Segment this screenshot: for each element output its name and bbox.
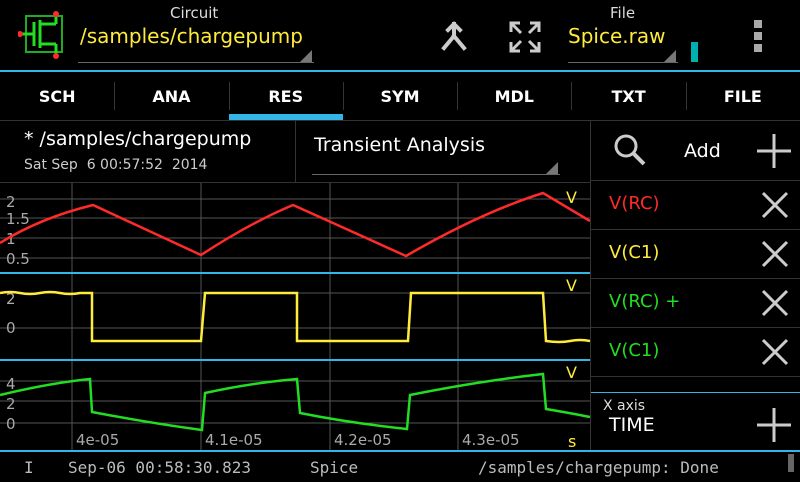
- tab-mdl[interactable]: MDL: [457, 72, 571, 120]
- signal-label: V(C1): [609, 242, 660, 263]
- dropdown-arrow-icon: [664, 50, 676, 62]
- y-tick-label: 2: [6, 290, 16, 308]
- y-unit-label: V: [566, 188, 577, 207]
- y-tick-label: 0: [6, 319, 16, 337]
- dropdown-arrow-icon: [300, 50, 312, 62]
- top-bar: Circuit /samples/chargepump File Spice.r…: [0, 0, 800, 72]
- signal-label: V(RC): [609, 193, 660, 214]
- add-label: Add: [684, 140, 721, 162]
- tab-label: RES: [268, 86, 304, 106]
- x-unit-label: s: [568, 432, 576, 450]
- status-level: I: [24, 458, 34, 477]
- tab-ana[interactable]: ANA: [114, 72, 228, 120]
- remove-signal-icon[interactable]: [761, 240, 789, 268]
- signal-item[interactable]: V(RC): [591, 181, 800, 230]
- signal-label: V(C1): [609, 340, 660, 361]
- y-tick-label: 0: [6, 415, 16, 433]
- status-timestamp: Sep-06 00:58:30.823: [68, 458, 252, 477]
- result-title: * /samples/chargepump: [24, 128, 252, 150]
- status-bar: I Sep-06 00:58:30.823 Spice /samples/cha…: [0, 450, 800, 482]
- y-unit-label: V: [566, 363, 577, 382]
- x-tick-label: 4e-05: [76, 431, 119, 449]
- xaxis-value: TIME: [609, 414, 655, 436]
- y-tick-label: 4: [6, 375, 16, 393]
- tab-res[interactable]: RES: [228, 72, 344, 120]
- tab-file[interactable]: FILE: [685, 72, 800, 120]
- scrollbar[interactable]: [788, 454, 794, 472]
- xaxis-label: X axis: [603, 398, 646, 414]
- analysis-selector[interactable]: Transient Analysis: [312, 130, 562, 176]
- signal-item[interactable]: V(C1): [591, 230, 800, 279]
- y-tick-label: 2: [6, 395, 16, 413]
- tab-label: SCH: [38, 86, 76, 106]
- signals-toolbar: Add: [591, 120, 800, 181]
- dropdown-arrow-icon: [546, 162, 558, 174]
- tab-label: ANA: [152, 86, 191, 106]
- merge-icon[interactable]: [438, 20, 470, 52]
- tab-sch[interactable]: SCH: [0, 72, 114, 120]
- trace-v-c1: [0, 290, 590, 344]
- waveform-plots[interactable]: 2 1.5 1 0.5 2 0 4 2 0 4e-05 4.1e-05 4.2e…: [0, 183, 590, 450]
- file-selector[interactable]: Spice.raw: [568, 22, 682, 64]
- circuit-logo-icon[interactable]: [18, 10, 70, 60]
- overflow-menu-icon[interactable]: [748, 18, 768, 54]
- tab-txt[interactable]: TXT: [571, 72, 685, 120]
- signal-item[interactable]: V(C1): [591, 328, 800, 377]
- circuit-value: /samples/chargepump: [80, 24, 303, 48]
- tab-label: FILE: [723, 86, 762, 106]
- y-tick-label: 0.5: [6, 250, 30, 268]
- signal-item[interactable]: V(RC) +: [591, 279, 800, 328]
- tab-label: TXT: [611, 86, 646, 106]
- file-value: Spice.raw: [568, 24, 666, 48]
- signals-panel: Add V(RC) V(C1) V(RC) + V(C1) X axis TIM…: [590, 120, 800, 450]
- tab-label: SYM: [380, 86, 420, 106]
- circuit-label: Circuit: [170, 4, 219, 22]
- tab-label: MDL: [494, 86, 534, 106]
- trace-v-rc: [0, 191, 590, 258]
- y-unit-label: V: [566, 276, 577, 295]
- remove-signal-icon[interactable]: [761, 338, 789, 366]
- add-signal-button[interactable]: [757, 134, 791, 168]
- y-tick-label: 2: [6, 193, 16, 211]
- circuit-selector[interactable]: /samples/chargepump: [78, 22, 318, 64]
- tab-sym[interactable]: SYM: [342, 72, 457, 120]
- result-info: * /samples/chargepump Sat Sep 6 00:57:52…: [0, 120, 590, 183]
- fullscreen-icon[interactable]: [508, 20, 542, 54]
- signal-label: V(RC) +: [609, 291, 681, 312]
- remove-signal-icon[interactable]: [761, 191, 789, 219]
- add-xaxis-button[interactable]: [757, 408, 791, 442]
- search-icon[interactable]: [613, 133, 647, 167]
- tab-bar: SCH ANA RES SYM MDL TXT FILE: [0, 72, 800, 120]
- progress-indicator: [691, 42, 698, 62]
- x-tick-label: 4.3e-05: [462, 431, 520, 449]
- status-message: /samples/chargepump: Done: [478, 458, 719, 477]
- x-tick-label: 4.1e-05: [205, 431, 263, 449]
- status-source: Spice: [310, 458, 359, 477]
- xaxis-selector[interactable]: X axis TIME: [591, 394, 800, 450]
- file-label: File: [610, 4, 636, 22]
- analysis-value: Transient Analysis: [314, 134, 485, 156]
- y-tick-label: 1: [6, 230, 16, 248]
- remove-signal-icon[interactable]: [761, 289, 789, 317]
- x-tick-label: 4.2e-05: [334, 431, 392, 449]
- result-date: Sat Sep 6 00:57:52 2014: [24, 157, 208, 173]
- trace-v-rc-plus: [0, 372, 590, 432]
- y-tick-label: 1.5: [6, 210, 30, 228]
